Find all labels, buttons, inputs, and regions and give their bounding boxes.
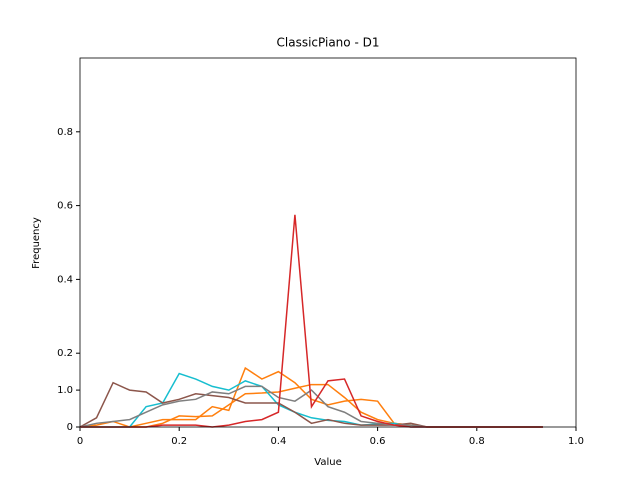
x-tick-label: 0.2 [171, 436, 187, 447]
chart-title: ClassicPiano - D1 [277, 36, 380, 50]
y-axis-label: Frequency [31, 217, 42, 269]
plot-frame [79, 57, 577, 428]
x-tick-label: 0.8 [469, 436, 485, 447]
y-tick-label: 1.0 [57, 385, 73, 396]
y-tick-label: 0.8 [57, 127, 73, 138]
y-tick-label: 0.6 [57, 201, 73, 212]
y-tick-label: 0.2 [57, 348, 73, 359]
y-tick-label: 0 [67, 422, 73, 433]
y-tick-label: 0.4 [57, 274, 73, 285]
x-tick-label: 0 [77, 436, 83, 447]
x-tick-label: 1.0 [568, 436, 584, 447]
x-tick-label: 0.6 [370, 436, 386, 447]
x-axis-label: Value [314, 457, 341, 468]
x-tick-label: 0.4 [270, 436, 286, 447]
